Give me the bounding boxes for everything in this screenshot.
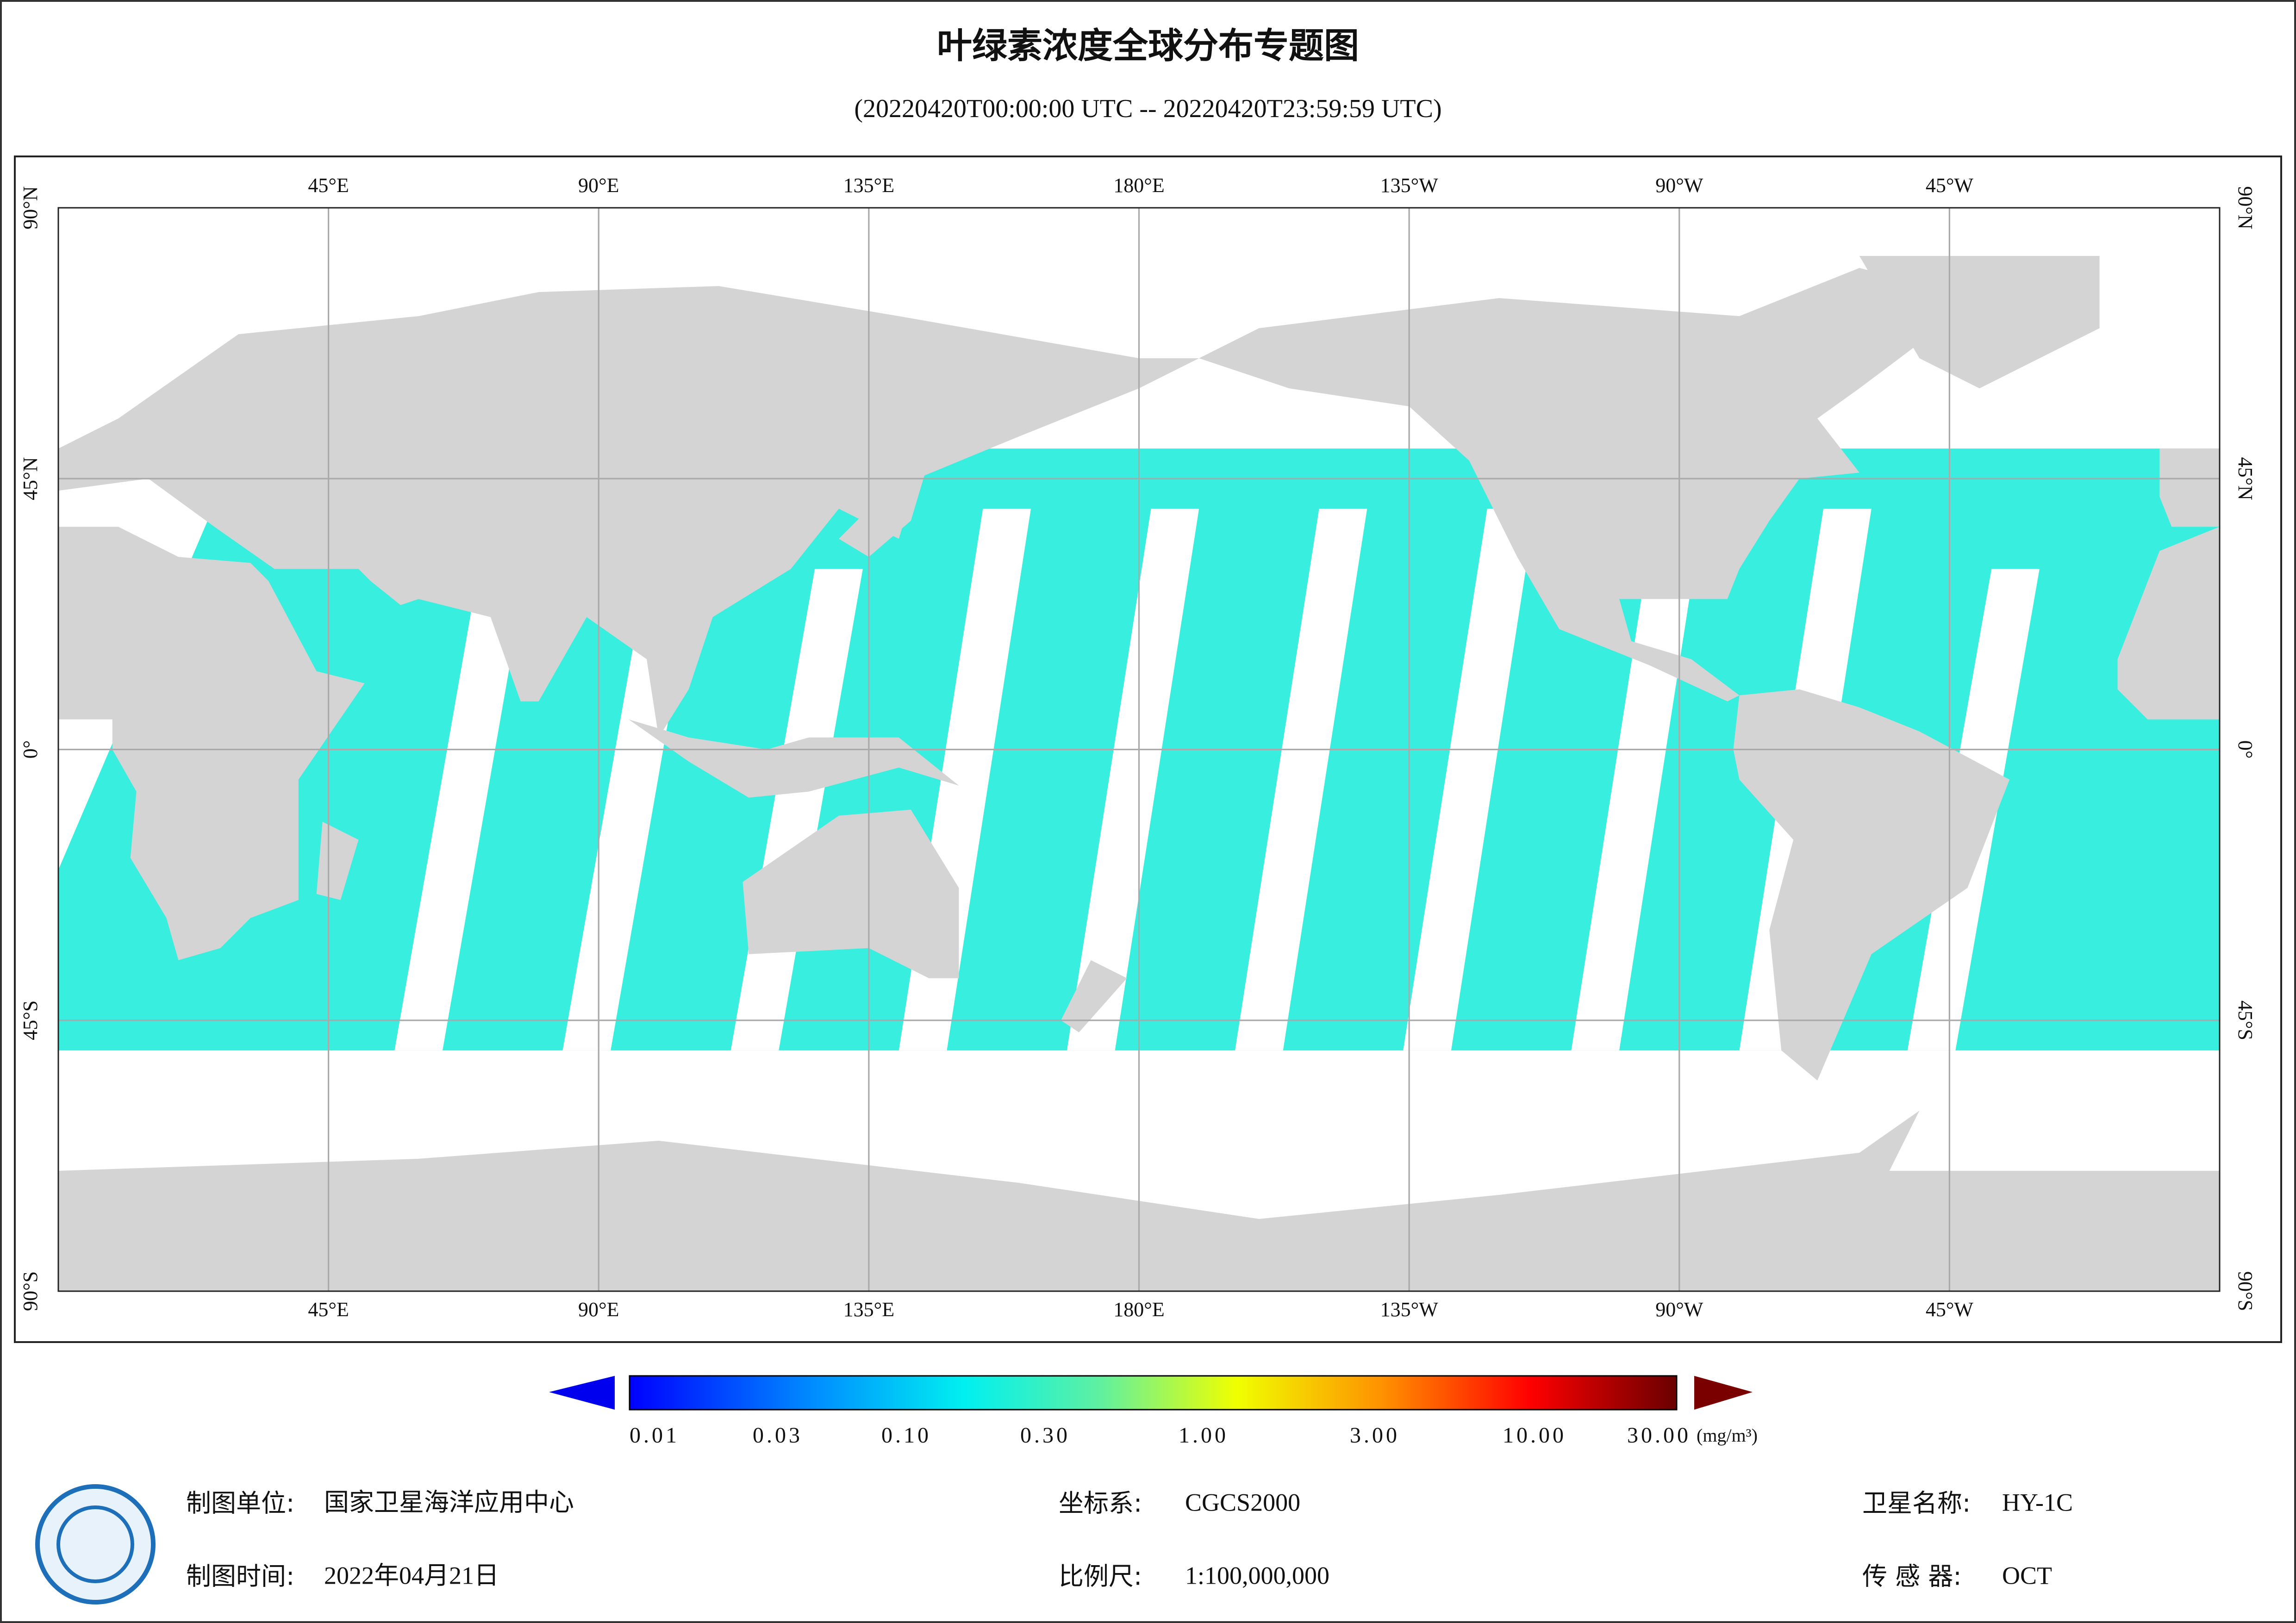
footer-label: 制图单位: xyxy=(186,1489,294,1518)
lat-label-right: 90°S xyxy=(2234,1271,2257,1311)
colorbar-under-arrow xyxy=(549,1376,615,1410)
colorbar-unit: (mg/m³) xyxy=(1697,1425,1758,1446)
lat-label-left: 45°N xyxy=(19,457,42,500)
footer-value: 1:100,000,000 xyxy=(1185,1561,1329,1589)
graticule xyxy=(58,208,2220,1291)
colorbar-label: 0.30 xyxy=(1020,1423,1070,1448)
colorbar-label: 1.00 xyxy=(1179,1423,1229,1448)
colorbar-label: 10.00 xyxy=(1503,1423,1566,1448)
footer-value: 2022年04月21日 xyxy=(324,1561,499,1589)
lat-label-right: 90°N xyxy=(2234,186,2257,229)
colorbar-label: 0.03 xyxy=(753,1423,803,1448)
lon-label-top: 180°E xyxy=(1113,174,1164,197)
lon-label-top: 45°W xyxy=(1926,174,1974,197)
lon-label-top: 135°E xyxy=(843,174,894,197)
lat-label-left: 90°S xyxy=(19,1271,42,1311)
footer-value: OCT xyxy=(2002,1561,2052,1589)
lat-label-right: 45°N xyxy=(2234,457,2257,500)
footer-label: 卫星名称: xyxy=(1862,1489,1971,1518)
colorbar-over-arrow xyxy=(1694,1376,1753,1410)
lat-label-left: 90°N xyxy=(19,186,42,229)
logo xyxy=(35,1484,156,1604)
lon-label-bottom: 180°E xyxy=(1113,1298,1164,1321)
lon-label-top: 90°E xyxy=(578,174,619,197)
lon-label-bottom: 45°E xyxy=(308,1298,349,1321)
lon-label-bottom: 135°W xyxy=(1380,1298,1439,1321)
map-inner-frame xyxy=(57,207,2221,1292)
lat-label-left: 45°S xyxy=(19,1001,42,1040)
footer-value: 国家卫星海洋应用中心 xyxy=(324,1488,574,1516)
lon-label-top: 90°W xyxy=(1655,174,1703,197)
lon-label-bottom: 45°W xyxy=(1926,1298,1974,1321)
colorbar-label: 30.00 xyxy=(1627,1423,1691,1448)
lon-label-top: 135°W xyxy=(1380,174,1439,197)
subtitle: (20220420T00:00:00 UTC -- 20220420T23:59… xyxy=(854,94,1441,123)
colorbar-label: 3.00 xyxy=(1350,1423,1400,1448)
lat-label-right: 45°S xyxy=(2234,1001,2257,1040)
footer-label: 比例尺: xyxy=(1059,1562,1142,1591)
footer-value: CGCS2000 xyxy=(1185,1488,1300,1516)
lon-label-bottom: 135°E xyxy=(843,1298,894,1321)
footer-value: HY-1C xyxy=(2002,1488,2073,1516)
map-frame xyxy=(14,155,2282,1343)
lat-label-left: 0° xyxy=(19,740,42,759)
lon-label-bottom: 90°W xyxy=(1655,1298,1703,1321)
lat-label-right: 0° xyxy=(2234,740,2257,759)
footer-label: 制图时间: xyxy=(186,1562,294,1591)
footer-label: 坐标系: xyxy=(1059,1489,1142,1518)
colorbar-label: 0.10 xyxy=(881,1423,931,1448)
lon-label-top: 45°E xyxy=(308,174,349,197)
title: 叶绿素浓度全球分布专题图 xyxy=(937,25,1359,66)
colorbar-label: 0.01 xyxy=(630,1423,680,1448)
lon-label-bottom: 90°E xyxy=(578,1298,619,1321)
footer-label: 传 感 器: xyxy=(1862,1562,1962,1591)
map-area xyxy=(58,208,2220,1291)
logo-inner xyxy=(56,1505,134,1583)
colorbar xyxy=(629,1375,1678,1411)
